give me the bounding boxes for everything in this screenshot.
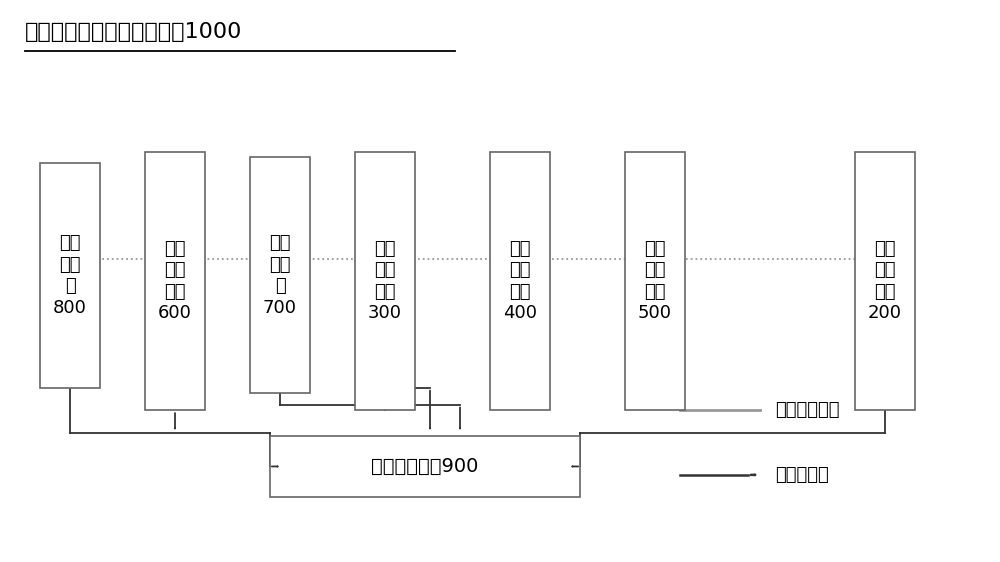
Text: 惯量
模拟
机构
500: 惯量 模拟 机构 500: [638, 240, 672, 322]
Text: 被测
伺服
机构
200: 被测 伺服 机构 200: [868, 240, 902, 322]
Bar: [625, 152, 685, 410]
Bar: [145, 152, 205, 410]
Text: 扭矩
传感
器
700: 扭矩 传感 器 700: [263, 234, 297, 316]
Text: 摩擦
模拟
机构
400: 摩擦 模拟 机构 400: [503, 240, 537, 322]
Bar: [490, 152, 550, 410]
Text: 刚度
模拟
机构
300: 刚度 模拟 机构 300: [368, 240, 402, 322]
Text: 力矩
加载
机构
600: 力矩 加载 机构 600: [158, 240, 192, 322]
Text: 中央处理单元900: 中央处理单元900: [371, 457, 479, 476]
Text: 表示机械连接: 表示机械连接: [775, 401, 840, 419]
Text: 角度
传感
器
800: 角度 传感 器 800: [53, 234, 87, 316]
Bar: [40, 163, 100, 388]
Text: 电动伺服机构负载模拟系统1000: 电动伺服机构负载模拟系统1000: [25, 22, 242, 43]
Bar: [250, 157, 310, 393]
Bar: [855, 152, 915, 410]
Bar: [270, 436, 580, 497]
Bar: [355, 152, 415, 410]
Text: 表示电连接: 表示电连接: [775, 466, 829, 484]
